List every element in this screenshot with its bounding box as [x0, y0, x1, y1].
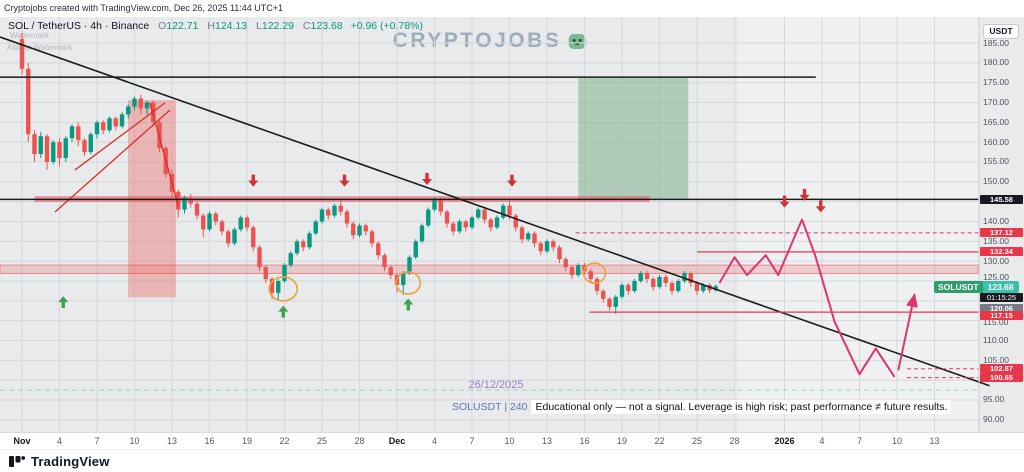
- time-tick-label: 25: [691, 436, 702, 446]
- close-label: C: [302, 20, 311, 32]
- currency-toggle-button[interactable]: USDT: [983, 24, 1019, 39]
- small-watermark-bottom: AbiFlip Watermark: [7, 43, 73, 52]
- time-tick-label: 4: [431, 436, 437, 446]
- time-tick-label: 13: [541, 436, 552, 446]
- bottom-annotation-row: SOLUSDT | 240 Educational only — not a s…: [452, 400, 952, 414]
- change-value: +0.96 (+0.78%): [350, 20, 423, 32]
- high-label: H: [207, 20, 215, 32]
- time-tick-label: 25: [316, 436, 327, 446]
- matcha-tea-face-icon: [568, 33, 586, 49]
- time-tick-label: 22: [654, 436, 665, 446]
- time-tick-label: 7: [856, 436, 862, 446]
- current-symbol-tag: SOLUSDT: [934, 281, 983, 293]
- current-price-label: SOLUSDT 123.68: [934, 281, 1019, 293]
- time-tick-label: Nov: [13, 436, 31, 446]
- center-watermark: CRYPTOJOBS: [393, 29, 586, 53]
- time-tick-label: 19: [616, 436, 627, 446]
- open-value: 122.71: [166, 20, 199, 32]
- close-value: 123.68: [310, 20, 343, 32]
- symbol-legend[interactable]: SOL / TetherUS · 4h · Binance O122.71 H1…: [8, 20, 423, 32]
- time-tick-label: 13: [929, 436, 940, 446]
- time-tick-label: 16: [579, 436, 590, 446]
- small-watermark-top: Watermark: [10, 31, 49, 40]
- low-label: L: [256, 20, 262, 32]
- bar-countdown: 01:15:25: [980, 293, 1023, 302]
- symbol-title[interactable]: SOL / TetherUS · 4h · Binance: [8, 20, 150, 32]
- time-tick-label: 10: [129, 436, 140, 446]
- time-tick-label: 7: [469, 436, 475, 446]
- current-price-value: 123.68: [982, 281, 1019, 293]
- watermark-text: CRYPTOJOBS: [392, 29, 562, 52]
- tradingview-brand-text[interactable]: TradingView: [31, 453, 110, 469]
- attribution-bar: Cryptojobs created with TradingView.com,…: [0, 0, 1024, 17]
- time-tick-label: 13: [166, 436, 177, 446]
- disclaimer-text: Educational only — not a signal. Leverag…: [531, 400, 952, 414]
- high-value: 124.13: [214, 20, 248, 32]
- time-tick-label: 16: [204, 436, 215, 446]
- time-tick-label: 7: [94, 436, 100, 446]
- time-tick-label: 28: [729, 436, 740, 446]
- time-tick-label: 4: [56, 436, 62, 446]
- date-annotation[interactable]: 26/12/2025: [468, 379, 524, 391]
- time-tick-label: 10: [891, 436, 902, 446]
- attribution-text: Cryptojobs created with TradingView.com,…: [4, 3, 284, 13]
- time-tick-label: 28: [354, 436, 365, 446]
- footer-bar: TradingView: [0, 449, 1024, 472]
- time-tick-label: 4: [819, 436, 825, 446]
- time-tick-label: 19: [241, 436, 252, 446]
- tradingview-logo-icon[interactable]: [8, 452, 26, 470]
- low-value: 122.29: [261, 20, 294, 32]
- time-tick-label: 2026: [774, 436, 795, 446]
- symbol-timeframe-annotation[interactable]: SOLUSDT | 240: [452, 401, 528, 413]
- time-tick-label: 10: [504, 436, 515, 446]
- time-tick-label: 22: [279, 436, 290, 446]
- open-label: O: [158, 20, 167, 32]
- time-axis[interactable]: Nov 4 7 10 13 16 19 22 25 28 Dec 4 7 10 13 16 19 22 25 28 20…: [0, 432, 1024, 449]
- chart-canvas[interactable]: [0, 17, 1024, 432]
- time-tick-label: Dec: [388, 436, 406, 446]
